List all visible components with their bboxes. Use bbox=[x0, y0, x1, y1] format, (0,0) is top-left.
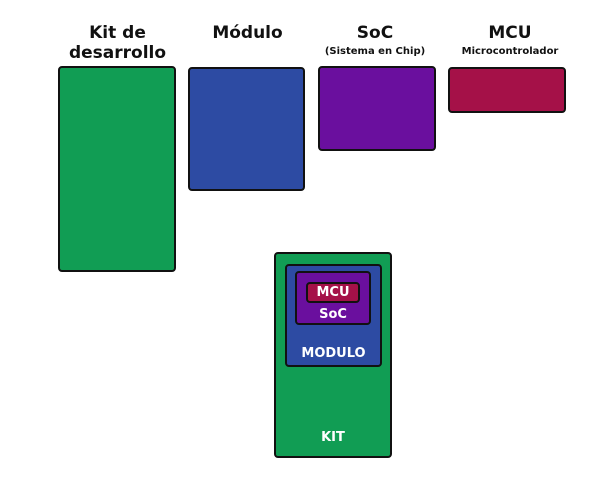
kit-box bbox=[58, 66, 176, 272]
mcu-heading: MCU Microcontrolador bbox=[445, 23, 575, 57]
soc-subheading-text: (Sistema en Chip) bbox=[324, 45, 426, 57]
nested-mcu-box: MCU bbox=[306, 282, 360, 303]
module-heading-text: Módulo bbox=[212, 23, 283, 43]
mcu-box bbox=[448, 67, 566, 113]
kit-heading-text: Kit de desarrollo bbox=[68, 23, 167, 63]
mcu-heading-text: MCU bbox=[488, 23, 532, 43]
soc-heading-text: SoC bbox=[356, 23, 394, 43]
mcu-subheading-text: Microcontrolador bbox=[461, 45, 559, 57]
soc-box bbox=[318, 66, 436, 151]
nested-kit-label: KIT bbox=[321, 430, 345, 445]
module-box bbox=[188, 67, 305, 191]
nested-mcu-label: MCU bbox=[316, 285, 350, 300]
soc-heading: SoC (Sistema en Chip) bbox=[305, 23, 445, 57]
kit-heading: Kit de desarrollo bbox=[50, 23, 185, 63]
module-heading: Módulo bbox=[185, 23, 310, 44]
nested-module-label: MODULO bbox=[301, 346, 366, 361]
nested-soc-label: SoC bbox=[319, 307, 347, 322]
